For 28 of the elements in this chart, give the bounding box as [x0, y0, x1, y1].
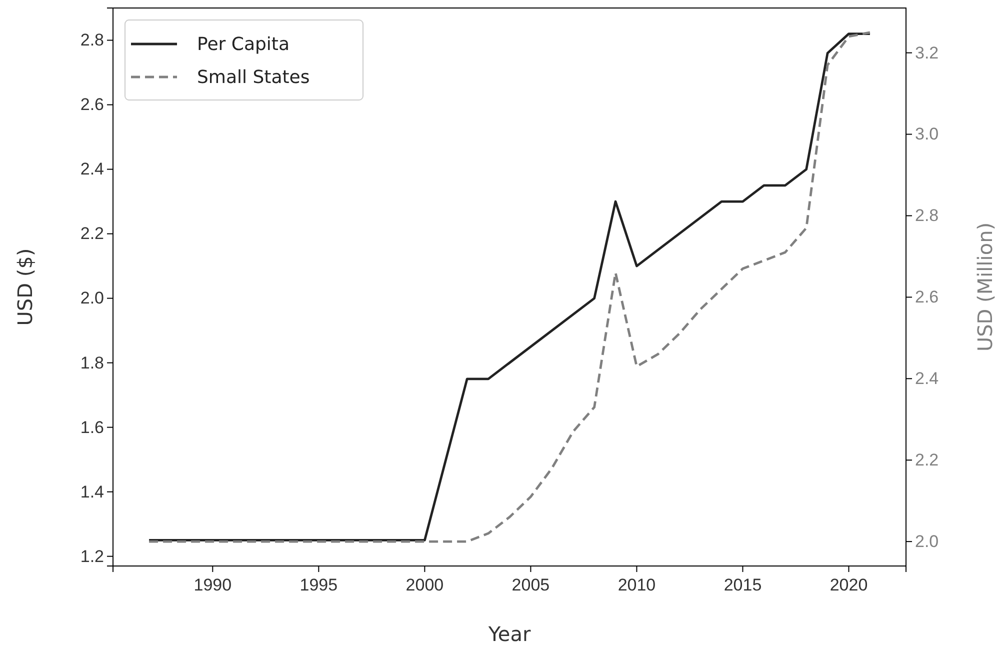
- x-tick-label: 2005: [512, 575, 550, 594]
- legend-label: Small States: [197, 67, 310, 88]
- y-tick-label: 1.6: [80, 418, 104, 437]
- y-tick-label: 2.4: [80, 160, 104, 179]
- x-tick-label: 1995: [300, 575, 338, 594]
- x-axis-title: Year: [487, 622, 532, 646]
- y2-tick-label: 2.2: [915, 450, 939, 470]
- y2-tick-label: 3.2: [915, 43, 939, 62]
- x-tick-label: 2020: [830, 575, 868, 594]
- y-tick-label: 2.2: [80, 224, 104, 244]
- x-tick-label: 2000: [406, 575, 444, 594]
- y-tick-label: 1.8: [80, 353, 104, 372]
- x-tick-label: 2015: [724, 575, 762, 594]
- y2-tick-label: 2.4: [915, 369, 939, 388]
- x-tick-label: 1990: [194, 575, 232, 594]
- y2-tick-label: 2.6: [915, 288, 939, 307]
- y2-axis-title: USD (Million): [973, 222, 997, 352]
- y-tick-label: 1.2: [80, 546, 104, 566]
- legend-label: Per Capita: [197, 34, 290, 55]
- y-tick-label: 2.6: [80, 95, 104, 114]
- y-tick-label: 2.8: [80, 30, 104, 50]
- x-tick-label: 2010: [618, 575, 656, 594]
- y-tick-label: 2.0: [80, 288, 104, 308]
- y2-tick-label: 2.0: [915, 532, 939, 551]
- y2-tick-label: 2.8: [915, 206, 939, 226]
- y2-tick-label: 3.0: [915, 124, 939, 144]
- y-axis-title: USD ($): [13, 248, 37, 326]
- y-tick-label: 1.4: [80, 482, 104, 502]
